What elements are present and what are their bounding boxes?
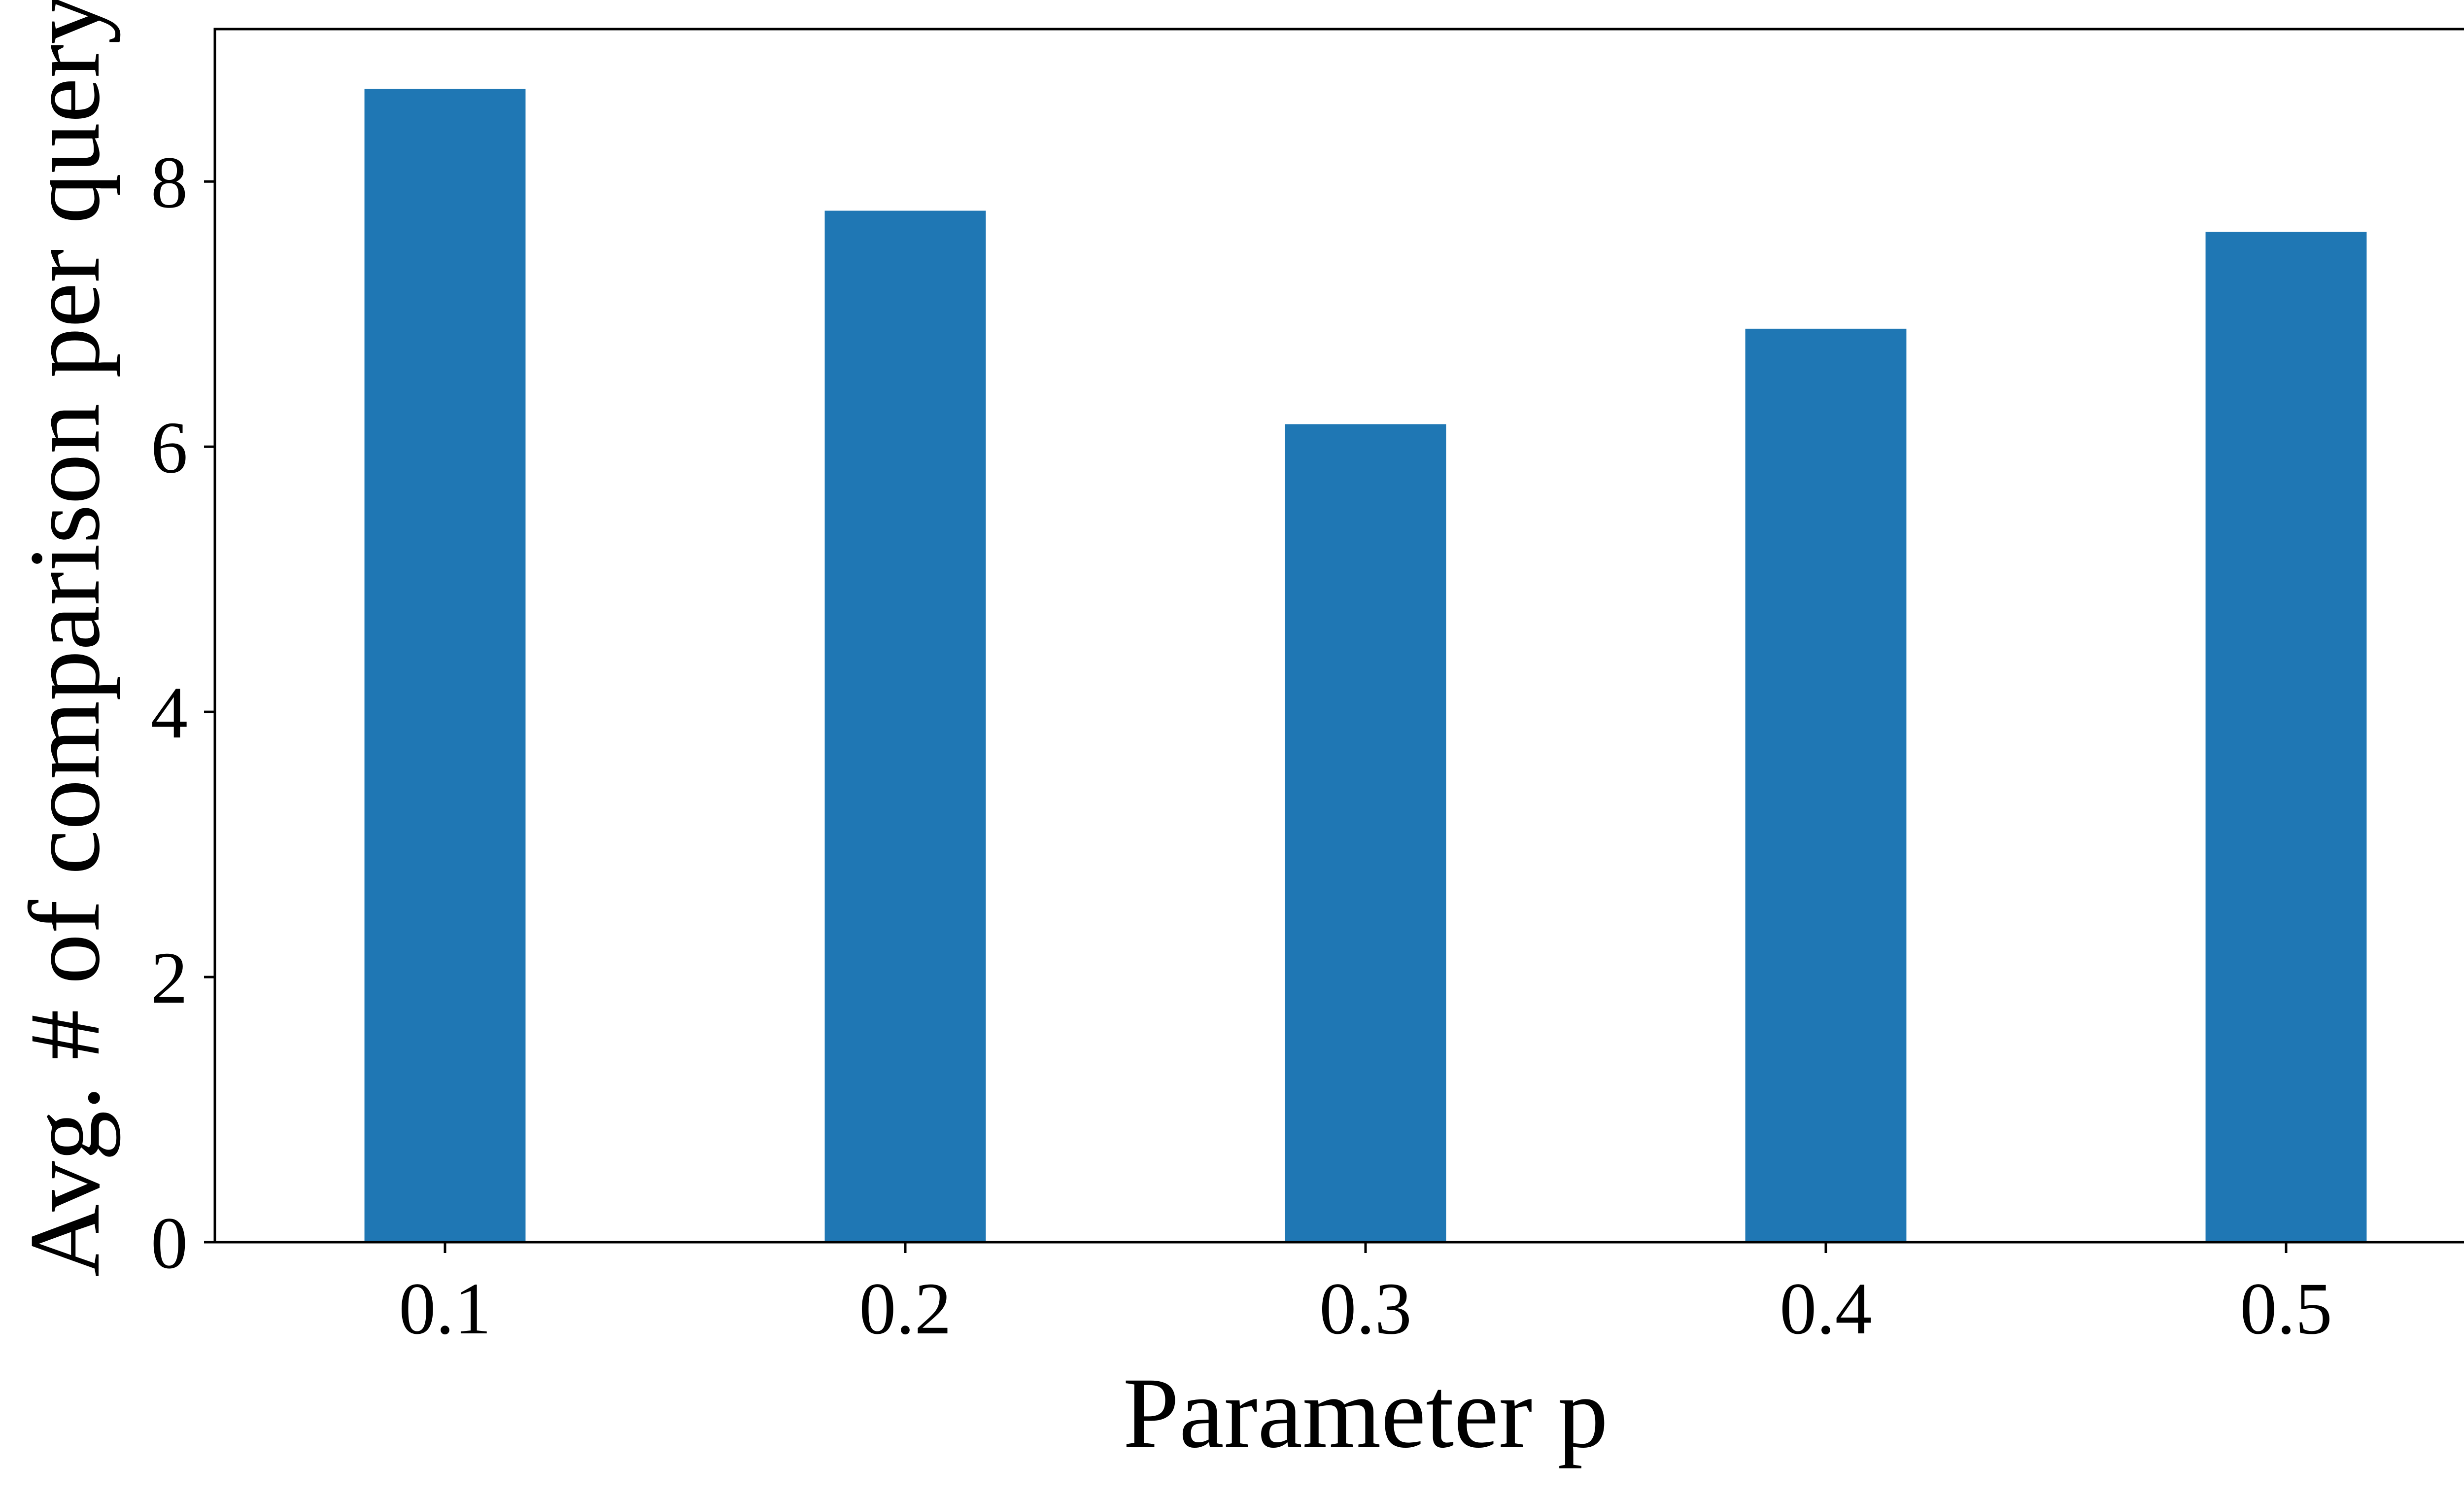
x-tick-label: 0.2 bbox=[859, 1268, 952, 1350]
y-tick-label: 4 bbox=[151, 672, 188, 754]
bar-0.1 bbox=[364, 89, 526, 1243]
bar-0.2 bbox=[824, 210, 986, 1243]
bar-0.3 bbox=[1285, 424, 1446, 1242]
x-axis-label: Parameter p bbox=[1123, 1357, 1608, 1469]
plot-frame bbox=[213, 28, 2464, 1244]
x-tick-label: 0.1 bbox=[399, 1268, 491, 1350]
x-tick-label: 0.5 bbox=[2240, 1268, 2332, 1350]
y-tick-label: 8 bbox=[151, 141, 188, 223]
bar-0.4 bbox=[1745, 328, 1907, 1243]
y-tick-label: 2 bbox=[151, 937, 188, 1019]
bar-0.5 bbox=[2205, 232, 2367, 1242]
x-tick-label: 0.3 bbox=[1319, 1268, 1412, 1350]
ticks-layer: 0.1 0.2 0.3 0.4 0.5 0 2 4 6 8 bbox=[151, 141, 2332, 1350]
bars-layer bbox=[364, 89, 2367, 1243]
x-tick-label: 0.4 bbox=[1780, 1268, 1872, 1350]
y-tick-label: 6 bbox=[151, 407, 188, 488]
y-tick-label: 0 bbox=[151, 1202, 188, 1284]
y-axis-label: Avg. # of comparison per query bbox=[9, 0, 121, 1277]
